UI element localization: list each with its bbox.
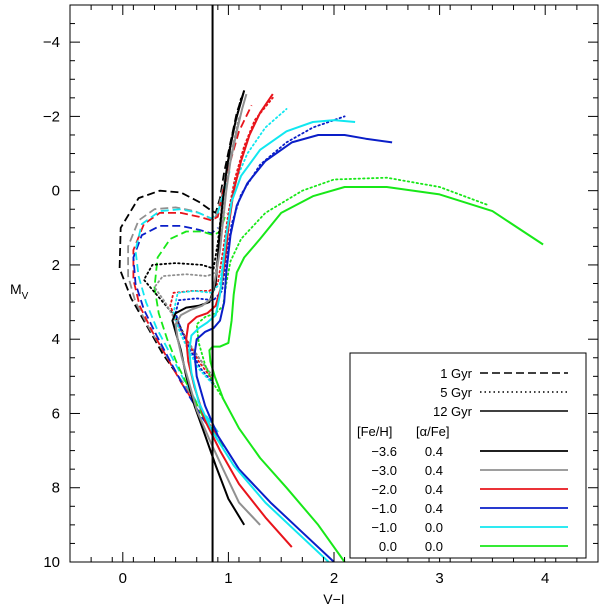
- y-tick-label: −4: [43, 34, 60, 51]
- legend-box: [349, 352, 587, 559]
- legend-feh-value: −3.6: [371, 444, 397, 459]
- x-tick-label: 4: [541, 570, 549, 587]
- x-tick-label: 0: [119, 570, 127, 587]
- y-tick-label: −2: [43, 108, 60, 125]
- isochrone-12-gyr-909090: [174, 93, 261, 526]
- isochrone-1-gyr-e8141b: [132, 104, 253, 437]
- legend-afe-value: 0.4: [425, 463, 443, 478]
- isochrone-1-gyr-909090: [127, 112, 242, 433]
- isochrone-5-gyr-909090: [153, 115, 240, 378]
- x-tick-label: 1: [224, 570, 232, 587]
- legend-feh-value: −1.0: [371, 520, 397, 535]
- isochrone-1-gyr-000000: [118, 90, 246, 433]
- y-axis-title: MV: [10, 281, 29, 302]
- legend-age-label: 5 Gyr: [440, 385, 472, 400]
- legend-header-feh: [Fe/H]: [357, 424, 392, 439]
- y-tick-label: 8: [52, 480, 60, 497]
- legend-afe-value: 0.4: [425, 444, 443, 459]
- isochrone-1-gyr-18e818: [153, 212, 228, 448]
- isochrone-12-gyr-e8141b: [185, 93, 293, 548]
- y-tick-label: 4: [52, 331, 60, 348]
- isochrone-12-gyr-0a1ec8: [193, 134, 393, 562]
- legend-feh-value: 0.0: [379, 539, 397, 554]
- legend-feh-value: −3.0: [371, 463, 397, 478]
- isochrone-12-gyr-18e818: [208, 186, 544, 562]
- x-tick-label: 3: [435, 570, 443, 587]
- y-axis-title-main: M: [10, 281, 22, 297]
- x-tick-label: 2: [330, 570, 338, 587]
- x-axis-title: V−I: [323, 591, 344, 606]
- legend-afe-value: 0.0: [425, 539, 443, 554]
- legend-header-afe: [α/Fe]: [416, 424, 450, 439]
- y-tick-label: 10: [43, 554, 60, 571]
- y-tick-label: 6: [52, 405, 60, 422]
- isochrone-1-gyr-0a1ec8: [132, 224, 221, 444]
- legend-afe-value: 0.4: [425, 501, 443, 516]
- isochrone-12-gyr-000000: [171, 90, 246, 526]
- isochrone-curves: [118, 90, 544, 562]
- legend-feh-value: −1.0: [371, 501, 397, 516]
- isochrone-1-gyr-11e7f0: [134, 168, 232, 433]
- isochrone-12-gyr-11e7f0: [188, 119, 356, 562]
- legend-afe-value: 0.0: [425, 520, 443, 535]
- legend-feh-value: −2.0: [371, 482, 397, 497]
- legend-afe-value: 0.4: [425, 482, 443, 497]
- legend-age-label: 12 Gyr: [433, 404, 473, 419]
- y-tick-label: 0: [52, 183, 60, 200]
- y-axis-title-sub: V: [22, 291, 29, 302]
- legend-age-label: 1 Gyr: [440, 366, 472, 381]
- legend: 1 Gyr 5 Gyr 12 Gyr [Fe/H] [α/Fe] −3.6 0.4 −3.0 0…: [349, 352, 587, 559]
- y-tick-label: 2: [52, 257, 60, 274]
- isochrone-5-gyr-0a1ec8: [174, 115, 346, 385]
